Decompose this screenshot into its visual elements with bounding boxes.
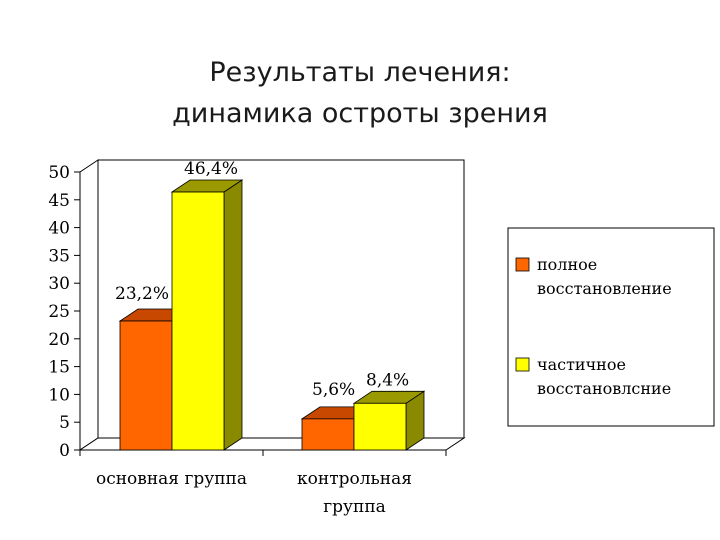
y-tick-label: 40	[48, 219, 70, 239]
bar-full-control	[301, 418, 355, 451]
legend-label-1: восстановлсние	[537, 379, 671, 398]
legend-label-1: частичное	[537, 355, 626, 374]
category-label-1-line2: группа	[323, 497, 386, 517]
chart-title-line-1: Результаты лечения:	[209, 57, 511, 88]
y-tick-label: 5	[59, 413, 70, 433]
y-tick-label: 20	[48, 330, 70, 350]
legend-swatch-1	[515, 357, 530, 372]
y-tick-label: 25	[48, 302, 70, 322]
legend-box	[507, 227, 715, 427]
chart-side-wall	[79, 159, 99, 451]
data-label-0-0: 23,2%	[115, 284, 169, 304]
bar-partial-control	[353, 402, 407, 451]
category-label-1: контрольная	[297, 469, 412, 489]
data-label-1-1: 8,4%	[366, 370, 409, 390]
y-tick-label: 10	[48, 385, 70, 405]
y-tick-label: 30	[48, 274, 70, 294]
y-tick-label: 50	[48, 163, 70, 183]
chart-title-line-2: динамика остроты зрения	[172, 98, 548, 129]
bar-side-1-0	[223, 179, 243, 451]
y-tick-label: 35	[48, 246, 70, 266]
bar-partial-main	[171, 191, 225, 451]
chart-title: Результаты лечения: динамика остроты зре…	[0, 52, 720, 134]
legend-label-0: восстановление	[537, 279, 672, 298]
y-tick-label: 0	[59, 441, 70, 461]
legend-label-0: полное	[537, 255, 597, 274]
data-label-1-0: 46,4%	[184, 159, 238, 179]
data-label-0-1: 5,6%	[312, 380, 355, 400]
bar-full-main	[119, 320, 173, 451]
category-label-0: основная группа	[96, 469, 247, 489]
legend-swatch-0	[515, 257, 530, 272]
y-tick-label: 15	[48, 358, 70, 378]
y-tick-label: 45	[48, 191, 70, 211]
